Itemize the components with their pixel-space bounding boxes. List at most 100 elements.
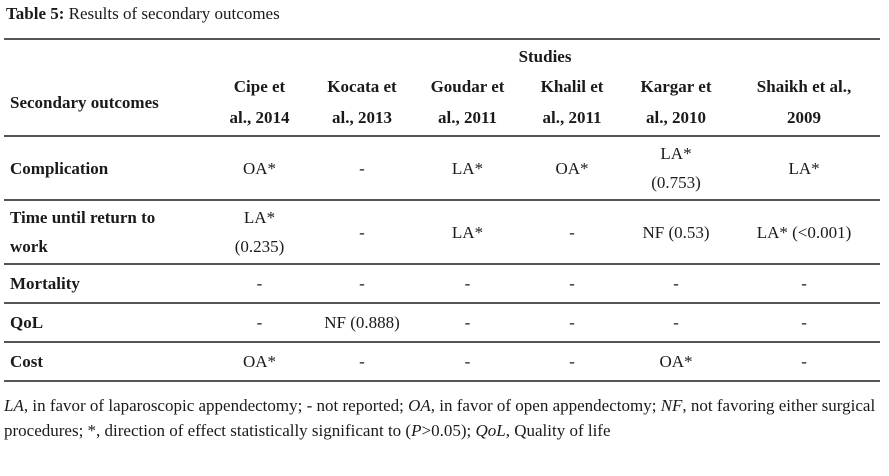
footnote-abbr-la: LA xyxy=(4,396,24,415)
column-header: Kargar et al., 2010 xyxy=(624,71,728,136)
table-cell: - xyxy=(309,136,415,200)
table-cell: - xyxy=(309,264,415,303)
results-table-wrapper: Studies Secondary outcomes Cipe et al., 2… xyxy=(4,38,881,382)
table-cell: - xyxy=(210,264,309,303)
table-cell: OA* xyxy=(210,342,309,381)
caption-label: Table 5: xyxy=(6,4,65,23)
cell-value: LA* xyxy=(451,222,484,242)
column-header-line2: al., 2013 xyxy=(332,108,392,127)
row-label: Cost xyxy=(10,352,44,371)
table-cell: - xyxy=(520,303,624,342)
column-header-line2: al., 2010 xyxy=(646,108,706,127)
cell-value-sub: (0.753) xyxy=(651,173,701,192)
cell-value: - xyxy=(359,222,365,242)
group-header-row: Studies xyxy=(4,39,881,71)
cell-value: OA* xyxy=(242,352,277,371)
table-caption: Table 5: Results of secondary outcomes xyxy=(6,4,280,24)
footnote-text: , in favor of laparoscopic appendectomy;… xyxy=(23,396,409,415)
cell-value: - xyxy=(801,274,807,293)
table-row: Cost OA* - - - OA* - xyxy=(4,342,881,381)
row-label: QoL xyxy=(10,313,44,332)
cell-value: - xyxy=(464,313,471,332)
column-header: Shaikh et al., 2009 xyxy=(728,71,880,136)
table-cell: NF (0.53) xyxy=(624,200,728,264)
cell-value: - xyxy=(359,274,365,293)
table-row: Time until return to work LA* (0.235) - LA… xyxy=(4,200,881,264)
table-cell: - xyxy=(520,200,624,264)
table-cell: - xyxy=(624,264,728,303)
cell-value: OA* xyxy=(555,158,589,178)
header-spacer xyxy=(4,39,210,71)
cell-value: - xyxy=(569,274,575,293)
cell-value: - xyxy=(801,313,807,332)
footnote-text: , not favoring either surgical procedure… xyxy=(4,396,876,440)
table-cell: LA* xyxy=(415,200,520,264)
cell-value: - xyxy=(256,274,263,293)
secondary-outcomes-header: Secondary outcomes xyxy=(10,92,159,112)
cell-value: - xyxy=(464,274,471,293)
cell-value: - xyxy=(359,158,365,178)
column-header: Cipe et al., 2014 xyxy=(210,71,309,136)
table-cell: - xyxy=(309,342,415,381)
cell-value: LA* xyxy=(660,144,692,163)
table-cell: - xyxy=(624,303,728,342)
table-cell: LA* (<0.001) xyxy=(728,200,880,264)
cell-value: - xyxy=(359,352,365,371)
cell-value: - xyxy=(673,313,679,332)
table-cell: - xyxy=(728,303,880,342)
table-cell: - xyxy=(415,264,520,303)
results-table: Studies Secondary outcomes Cipe et al., 2… xyxy=(4,38,881,382)
row-label: Time until return to work xyxy=(4,200,210,264)
cell-value: - xyxy=(673,274,679,293)
table-cell: LA* (0.753) xyxy=(624,136,728,200)
cell-value: LA* xyxy=(243,208,276,227)
studies-header: Studies xyxy=(518,47,572,66)
row-label-line1: Time until return to xyxy=(10,208,156,227)
table-cell: - xyxy=(415,303,520,342)
table-footnote: LA, in favor of laparoscopic appendectom… xyxy=(4,393,884,443)
footnote-abbr-nf: NF xyxy=(660,396,683,415)
cell-value: NF (0.53) xyxy=(642,222,710,242)
table-row: QoL - NF (0.888) - - - - xyxy=(4,303,881,342)
column-header-line2: al., 2011 xyxy=(437,108,498,127)
column-header-row: Secondary outcomes Cipe et al., 2014 Koca… xyxy=(4,71,881,136)
column-header-line2: al., 2011 xyxy=(542,108,602,127)
row-label-line2: work xyxy=(10,237,48,256)
footnote-abbr-oa: OA xyxy=(408,396,431,415)
cell-value: - xyxy=(569,313,575,332)
column-header-line2: al., 2014 xyxy=(229,108,290,127)
column-header-line2: 2009 xyxy=(787,108,822,127)
cell-value: - xyxy=(256,313,263,332)
footnote-text: >0.05); xyxy=(421,421,476,440)
table-cell: - xyxy=(309,200,415,264)
cell-value: OA* xyxy=(242,158,277,178)
column-header-line1: Shaikh et al., xyxy=(756,77,852,96)
column-header: Kocata et al., 2013 xyxy=(309,71,415,136)
table-cell: - xyxy=(728,342,880,381)
table-cell: OA* xyxy=(520,136,624,200)
column-header-line1: Kocata et xyxy=(327,77,397,96)
table-row: Mortality - - - - - - xyxy=(4,264,881,303)
footnote-abbr-qol: QoL xyxy=(475,421,506,440)
column-header: Goudar et al., 2011 xyxy=(415,71,520,136)
table-cell: NF (0.888) xyxy=(309,303,415,342)
footnote-text: , Quality of life xyxy=(505,421,611,440)
footnote-text: , in favor of open appendectomy; xyxy=(430,396,661,415)
table-cell: - xyxy=(520,264,624,303)
table-row: Complication OA* - LA* OA* LA* (0.753) LA… xyxy=(4,136,881,200)
table-cell: LA* xyxy=(728,136,880,200)
column-header-line1: Cipe et xyxy=(233,77,286,96)
cell-value: - xyxy=(569,352,575,371)
table-cell: LA* xyxy=(415,136,520,200)
cell-value-sub: (0.235) xyxy=(234,237,285,256)
table-cell: - xyxy=(520,342,624,381)
cell-value: LA* xyxy=(451,158,484,178)
cell-value: - xyxy=(464,352,471,371)
column-header-line1: Kargar et xyxy=(640,77,712,96)
table-cell: - xyxy=(415,342,520,381)
cell-value: - xyxy=(801,352,807,371)
cell-value: NF (0.888) xyxy=(324,313,400,332)
footnote-abbr-p: P xyxy=(411,421,422,440)
caption-text: Results of secondary outcomes xyxy=(64,4,280,23)
table-cell: - xyxy=(210,303,309,342)
